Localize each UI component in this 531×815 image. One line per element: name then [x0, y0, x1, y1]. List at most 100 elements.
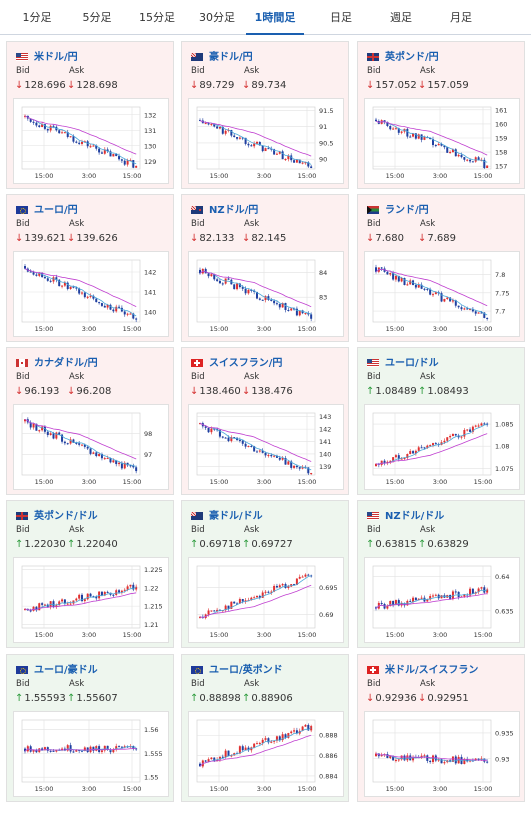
candle-body — [278, 585, 281, 588]
flag-icon — [191, 666, 203, 674]
candle-body — [420, 134, 423, 140]
pair-name: NZドル/ドル — [385, 511, 445, 522]
candle-body — [24, 608, 26, 610]
rate-card[interactable]: 英ポンド/円 Bid Ask ↓157.052 ↓157.059 161 160 159 158… — [357, 41, 525, 189]
ask-price: ↓157.059 — [418, 80, 469, 91]
pair-title[interactable]: 英ポンド/円 — [367, 48, 439, 63]
candle-body — [69, 603, 72, 605]
candle-body — [463, 308, 466, 310]
candlestick-chart[interactable]: 0.695 0.69 15:00 3:00 15:00 — [188, 557, 344, 643]
tab-2[interactable]: 15分足 — [139, 11, 175, 24]
candle-body — [32, 121, 35, 123]
tab-6[interactable]: 週足 — [390, 11, 412, 24]
candlestick-chart[interactable]: 142 141 140 15:00 3:00 15:00 — [13, 251, 169, 337]
tab-4[interactable]: 1時間足 — [246, 0, 304, 35]
candlestick-chart[interactable]: 91.5 91 90.5 90 15:00 3:00 15:00 — [188, 98, 344, 184]
rate-card[interactable]: NZドル/円 Bid Ask ↓82.133 ↓82.145 84 83 15:00 3:00 1… — [181, 194, 349, 342]
rate-card[interactable]: カナダドル/円 Bid Ask ↓96.193 ↓96.208 98 97 15:00 3:00… — [6, 347, 174, 495]
candlestick-chart[interactable]: 1.56 1.555 1.55 15:00 3:00 15:00 — [13, 711, 169, 797]
pair-title[interactable]: 英ポンド/ドル — [16, 507, 98, 522]
pair-title[interactable]: ユーロ/英ポンド — [191, 661, 283, 676]
tab-5[interactable]: 日足 — [330, 11, 352, 24]
rate-card[interactable]: ユーロ/円 Bid Ask ↓139.621 ↓139.626 142 141 140 15:0… — [6, 194, 174, 342]
pair-title[interactable]: ユーロ/円 — [16, 201, 78, 216]
candle-body — [115, 460, 118, 465]
rate-card[interactable]: スイスフラン/円 Bid Ask ↓138.460 ↓138.476 143 142 141 1… — [181, 347, 349, 495]
candle-body — [86, 446, 89, 449]
x-tick-label: 3:00 — [257, 172, 272, 180]
pair-title[interactable]: NZドル/ドル — [367, 507, 445, 522]
candle-body — [129, 160, 132, 162]
candle-body — [471, 308, 474, 312]
pair-title[interactable]: 豪ドル/円 — [191, 48, 253, 63]
candle-body — [253, 597, 256, 599]
sma-long-line — [375, 268, 488, 307]
rate-card[interactable]: 英ポンド/ドル Bid Ask ↑1.22030 ↑1.22040 1.225 1.22 1.… — [6, 500, 174, 648]
candle-body — [46, 747, 49, 751]
x-tick-label: 3:00 — [82, 478, 97, 486]
chart-frame — [21, 106, 141, 170]
candlestick-chart[interactable]: 7.8 7.75 7.7 15:00 3:00 15:00 — [364, 251, 520, 337]
y-tick-label: 0.888 — [319, 732, 338, 740]
candle-body — [236, 603, 239, 605]
pair-title[interactable]: 豪ドル/ドル — [191, 507, 263, 522]
candle-body — [100, 152, 103, 154]
candle-body — [216, 126, 219, 129]
candle-body — [118, 462, 121, 465]
candlestick-chart[interactable]: 161 160 159 158 157 15:00 3:00 15:00 — [364, 98, 520, 184]
candlestick-chart[interactable]: 84 83 15:00 3:00 15:00 — [188, 251, 344, 337]
tab-1[interactable]: 5分足 — [82, 11, 112, 24]
candle-body — [386, 271, 389, 275]
ask-value: 96.208 — [76, 386, 112, 397]
sma-long-line — [24, 115, 137, 155]
candlestick-chart[interactable]: 98 97 15:00 3:00 15:00 — [13, 404, 169, 490]
candlestick-chart[interactable]: 132 131 130 129 15:00 3:00 15:00 — [13, 98, 169, 184]
sma-short-line — [375, 424, 488, 465]
sma-short-line — [199, 575, 312, 618]
candle-body — [375, 267, 377, 272]
rate-card[interactable]: 豪ドル/円 Bid Ask ↓89.729 ↓89.734 91.5 91 90.5 90 15:… — [181, 41, 349, 189]
candlestick-chart[interactable]: 0.935 0.93 15:00 3:00 15:00 — [364, 711, 520, 797]
rate-card[interactable]: 米ドル/スイスフラン Bid Ask ↓0.92936 ↓0.92951 0.935 0.9… — [357, 654, 525, 802]
candle-body — [267, 296, 270, 300]
candle-body — [270, 148, 273, 150]
candle-body — [78, 443, 81, 445]
tab-7[interactable]: 月足 — [450, 11, 472, 24]
candle-body — [103, 149, 106, 154]
sma-short-line — [375, 268, 488, 316]
rate-card[interactable]: ユーロ/ドル Bid Ask ↑1.08489 ↑1.08493 1.085 1.08 1.0… — [357, 347, 525, 495]
candlestick-chart[interactable]: 1.225 1.22 1.215 1.21 15:00 3:00 15:00 — [13, 557, 169, 643]
candle-body — [92, 746, 95, 751]
candle-body — [474, 425, 477, 427]
pair-title[interactable]: 米ドル/円 — [16, 48, 78, 63]
tab-3[interactable]: 30分足 — [199, 11, 235, 24]
pair-title[interactable]: スイスフラン/円 — [191, 354, 282, 369]
candle-body — [443, 762, 446, 764]
pair-title[interactable]: 米ドル/スイスフラン — [367, 661, 478, 676]
pair-title[interactable]: ランド/円 — [367, 201, 429, 216]
candle-body — [58, 601, 61, 606]
candle-body — [210, 428, 213, 433]
rate-card[interactable]: 豪ドル/ドル Bid Ask ↑0.69718 ↑0.69727 0.695 0.69 15:… — [181, 500, 349, 648]
pair-title[interactable]: カナダドル/円 — [16, 354, 98, 369]
rate-card[interactable]: NZドル/ドル Bid Ask ↑0.63815 ↑0.63829 0.64 0.635 15… — [357, 500, 525, 648]
rate-card[interactable]: ランド/円 Bid Ask ↓7.680 ↓7.689 7.8 7.75 7.7 15:00 3:… — [357, 194, 525, 342]
candlestick-chart[interactable]: 143 142 141 140 139 15:00 3:00 15:00 — [188, 404, 344, 490]
candlestick-chart[interactable]: 1.085 1.08 1.075 15:00 3:00 15:00 — [364, 404, 520, 490]
candle-body — [267, 148, 270, 150]
candle-body — [89, 146, 92, 148]
rate-card[interactable]: ユーロ/豪ドル Bid Ask ↑1.55593 ↑1.55607 1.56 1.555 1.… — [6, 654, 174, 802]
candle-body — [106, 149, 109, 152]
rate-card[interactable]: ユーロ/英ポンド Bid Ask ↑0.88898 ↑0.88906 0.888 0.886… — [181, 654, 349, 802]
pair-title[interactable]: ユーロ/豪ドル — [16, 661, 98, 676]
pair-title[interactable]: ユーロ/ドル — [367, 354, 439, 369]
pair-title[interactable]: NZドル/円 — [191, 201, 258, 216]
tab-0[interactable]: 1分足 — [22, 11, 52, 24]
rate-card[interactable]: 米ドル/円 Bid Ask ↓128.696 ↓128.698 132 131 130 129 1… — [6, 41, 174, 189]
candlestick-chart[interactable]: 0.888 0.886 0.884 15:00 3:00 15:00 — [188, 711, 344, 797]
candle-body — [126, 586, 129, 590]
candle-body — [293, 308, 296, 310]
candle-body — [457, 305, 460, 308]
candlestick-chart[interactable]: 0.64 0.635 15:00 3:00 15:00 — [364, 557, 520, 643]
